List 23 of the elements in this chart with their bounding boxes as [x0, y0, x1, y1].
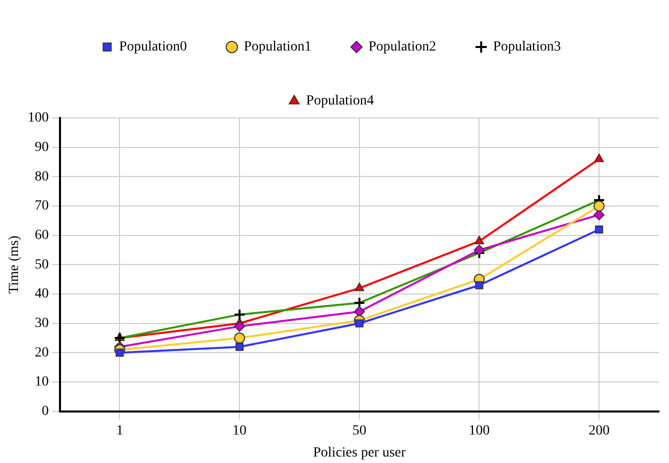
y-tick-label: 0: [42, 404, 49, 420]
x-tick-label: 100: [468, 423, 490, 438]
y-tick-label: 100: [28, 110, 49, 126]
x-tick-label: 200: [588, 423, 610, 438]
y-tick-label: 20: [34, 345, 49, 360]
legend-label: Population3: [493, 40, 561, 55]
legend-label: Population2: [368, 40, 436, 55]
x-tick-label: 10: [232, 423, 247, 438]
legend-label: Population1: [244, 40, 312, 55]
y-tick-label: 30: [34, 316, 49, 332]
y-tick-label: 60: [34, 228, 49, 244]
y-tick-label: 90: [34, 140, 49, 156]
x-axis-title: Policies per user: [313, 445, 406, 460]
y-tick-label: 50: [34, 257, 49, 272]
y-tick-label: 80: [34, 169, 49, 184]
y-axis-title: Time (ms): [7, 235, 22, 294]
y-tick-label: 10: [34, 374, 49, 390]
legend-label: Population0: [119, 40, 187, 55]
legend-label: Population4: [306, 94, 374, 109]
x-tick-label: 50: [352, 423, 366, 438]
x-tick-label: 1: [116, 423, 124, 438]
y-tick-label: 70: [34, 198, 49, 214]
y-tick-label: 40: [34, 286, 49, 302]
